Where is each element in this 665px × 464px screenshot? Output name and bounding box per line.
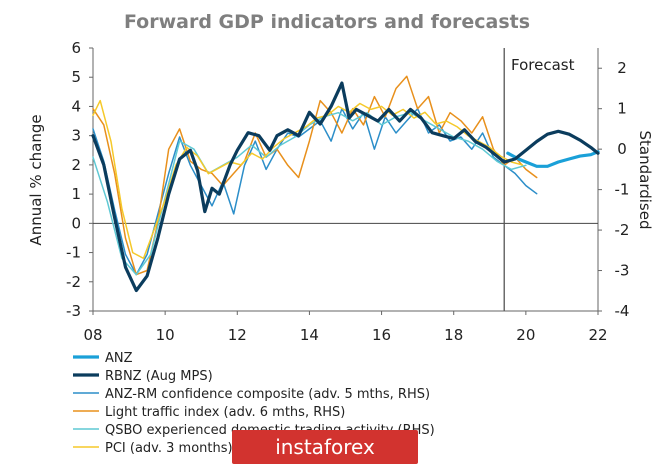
y-tick-label: 1	[71, 185, 81, 203]
y2-tick-label: 2	[617, 59, 627, 77]
y-tick-label: 5	[71, 68, 81, 86]
series-line-1	[91, 81, 600, 293]
x-tick-label: 18	[444, 326, 463, 344]
y2-axis-label: Standardised	[636, 131, 654, 230]
series-line-3	[92, 75, 538, 276]
y-tick-label: 3	[71, 127, 81, 145]
watermark-text: instaforex	[275, 435, 375, 459]
x-tick-label: 14	[300, 326, 319, 344]
legend-label: PCI (adv. 3 months)	[105, 441, 233, 456]
legend-label: RBNZ (Aug MPS)	[105, 369, 213, 384]
legend: ANZ RBNZ (Aug MPS) ANZ-RM confidence compo…	[73, 351, 435, 456]
x-tick-label: 20	[516, 326, 535, 344]
y2-tick-label: -1	[615, 181, 630, 199]
legend-label: ANZ	[105, 351, 133, 366]
y2-tick-label: -4	[615, 302, 630, 320]
series-line-5	[92, 99, 524, 260]
legend-label: Light traffic index (adv. 6 mths, RHS)	[105, 405, 345, 420]
y2-tick-label: -2	[615, 221, 630, 239]
axis-labels: Annual % change Standardised Forecast	[27, 56, 654, 246]
x-tick-label: 10	[156, 326, 175, 344]
y2-tick-label: -3	[615, 262, 630, 280]
y-tick-label: -1	[66, 244, 81, 262]
forecast-label: Forecast	[511, 56, 575, 74]
y-tick-label: 0	[71, 214, 81, 232]
y-tick-label: 2	[71, 156, 81, 174]
series-layer	[91, 75, 600, 293]
chart-title: Forward GDP indicators and forecasts	[124, 11, 530, 33]
x-tick-label: 08	[83, 326, 102, 344]
y-axis-label: Annual % change	[27, 114, 45, 245]
x-tick-label: 22	[588, 326, 607, 344]
y-tick-label: 4	[71, 97, 81, 115]
y2-tick-label: 0	[617, 140, 627, 158]
y2-tick-label: 1	[617, 100, 627, 118]
y-tick-label: -3	[66, 302, 81, 320]
y-tick-label: -2	[66, 273, 81, 291]
legend-label: ANZ-RM confidence composite (adv. 5 mths…	[105, 387, 430, 402]
watermark-badge: instaforex	[232, 430, 418, 464]
y-tick-label: 6	[71, 39, 81, 57]
x-tick-label: 16	[372, 326, 391, 344]
x-tick-label: 12	[228, 326, 247, 344]
series-line-0	[506, 150, 600, 168]
